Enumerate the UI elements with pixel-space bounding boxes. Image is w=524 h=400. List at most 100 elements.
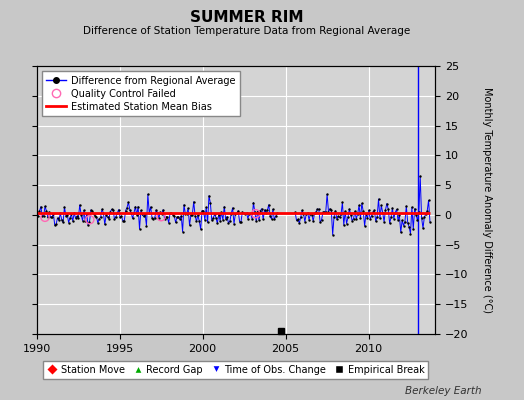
Point	[105, 215, 113, 222]
Point	[124, 199, 133, 206]
Point	[190, 198, 198, 205]
Point	[220, 203, 228, 210]
Point	[259, 216, 267, 222]
Point	[335, 214, 344, 221]
Point	[38, 213, 47, 219]
Point	[95, 216, 103, 222]
Point	[157, 214, 166, 220]
Point	[195, 218, 203, 224]
Point	[178, 228, 187, 235]
Point	[390, 216, 398, 222]
Point	[210, 211, 219, 218]
Point	[409, 226, 418, 232]
Point	[101, 221, 109, 228]
Point	[235, 218, 244, 225]
Point	[254, 208, 262, 214]
Point	[216, 217, 224, 224]
Point	[366, 216, 374, 222]
Point	[64, 219, 73, 226]
Point	[109, 207, 117, 213]
Point	[181, 211, 190, 217]
Point	[47, 214, 55, 220]
Point	[244, 215, 252, 222]
Point	[330, 213, 339, 220]
Point	[423, 208, 431, 214]
Point	[260, 206, 269, 213]
Point	[337, 211, 345, 218]
Point	[214, 211, 223, 218]
Point	[340, 222, 348, 228]
Point	[114, 206, 123, 213]
Point	[401, 218, 409, 225]
Point	[228, 205, 237, 211]
Point	[154, 210, 162, 216]
Point	[171, 219, 180, 226]
Point	[412, 212, 420, 218]
Point	[327, 206, 335, 213]
Point	[170, 213, 179, 219]
Point	[418, 215, 426, 221]
Point	[165, 220, 173, 226]
Point	[187, 212, 195, 218]
Point	[34, 212, 42, 219]
Point	[126, 206, 134, 213]
Point	[202, 204, 211, 210]
Point	[297, 214, 305, 220]
Point	[141, 211, 149, 218]
Point	[66, 215, 74, 221]
Point	[169, 212, 177, 218]
Point	[212, 214, 220, 221]
Point	[352, 216, 361, 222]
Point	[43, 214, 52, 221]
Point	[37, 204, 45, 210]
Point	[294, 216, 302, 223]
Point	[58, 216, 66, 223]
Point	[231, 211, 239, 217]
Point	[333, 216, 341, 222]
Point	[365, 207, 373, 214]
Point	[420, 214, 429, 220]
Point	[380, 218, 388, 225]
Point	[45, 209, 53, 215]
Point	[394, 217, 402, 223]
Point	[319, 209, 327, 215]
Point	[54, 217, 63, 224]
Point	[354, 210, 362, 217]
Point	[324, 209, 333, 215]
Point	[309, 218, 318, 224]
Point	[308, 211, 316, 218]
Point	[185, 222, 194, 228]
Point	[356, 215, 365, 222]
Point	[123, 204, 131, 211]
Point	[350, 216, 358, 222]
Point	[402, 203, 410, 209]
Point	[267, 216, 276, 222]
Point	[49, 210, 58, 217]
Point	[152, 207, 160, 213]
Point	[149, 216, 158, 222]
Point	[208, 217, 216, 223]
Point	[205, 192, 213, 199]
Point	[406, 230, 414, 237]
Point	[163, 214, 171, 220]
Point	[422, 211, 430, 218]
Point	[241, 210, 249, 217]
Point	[209, 215, 217, 221]
Point	[162, 214, 170, 220]
Point	[326, 206, 334, 212]
Point	[156, 209, 165, 215]
Point	[92, 213, 101, 220]
Point	[342, 220, 351, 227]
Point	[292, 217, 301, 224]
Point	[250, 209, 259, 216]
Point	[155, 214, 163, 221]
Point	[201, 216, 209, 223]
Point	[331, 208, 340, 214]
Point	[361, 222, 369, 229]
Point	[85, 219, 94, 225]
Point	[213, 220, 222, 226]
Point	[372, 218, 380, 224]
Point	[351, 208, 359, 214]
Point	[410, 206, 419, 212]
Text: Berkeley Earth: Berkeley Earth	[406, 386, 482, 396]
